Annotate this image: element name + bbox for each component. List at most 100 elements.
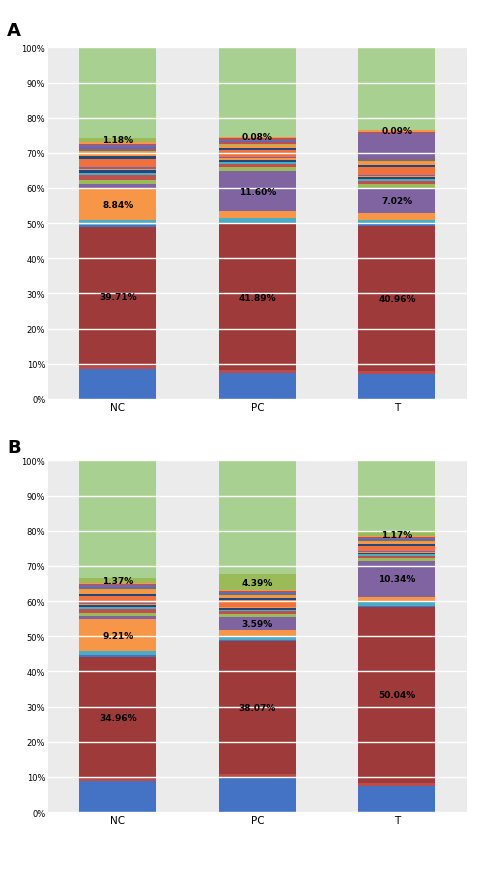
Bar [218, 142, 295, 143]
Bar [79, 620, 156, 651]
Bar [218, 777, 295, 812]
Bar [79, 221, 156, 227]
Bar [79, 185, 156, 190]
Bar [358, 532, 434, 536]
Bar [358, 537, 434, 539]
Text: 0.09%: 0.09% [381, 126, 411, 135]
Bar [218, 161, 295, 162]
Bar [358, 543, 434, 544]
Bar [218, 371, 295, 373]
Bar [79, 190, 156, 221]
Bar [358, 461, 434, 532]
Bar [218, 642, 295, 774]
Bar [358, 180, 434, 182]
Text: 11.60%: 11.60% [238, 188, 276, 197]
Bar [79, 370, 156, 399]
Bar [218, 615, 295, 616]
Text: 3.59%: 3.59% [241, 619, 272, 628]
Bar [79, 613, 156, 615]
Bar [358, 178, 434, 180]
Bar [358, 786, 434, 812]
Bar [358, 540, 434, 541]
Bar [218, 220, 295, 223]
Bar [79, 587, 156, 588]
Bar [358, 608, 434, 783]
Bar [79, 603, 156, 604]
Bar [79, 609, 156, 613]
Bar [218, 608, 295, 610]
Text: 10.34%: 10.34% [377, 575, 415, 584]
Bar [358, 560, 434, 561]
Bar [79, 584, 156, 586]
Bar [358, 555, 434, 556]
Bar [358, 544, 434, 546]
Text: 41.89%: 41.89% [238, 293, 276, 302]
Bar [218, 146, 295, 149]
Text: 40.96%: 40.96% [377, 294, 415, 304]
Bar [358, 169, 434, 176]
Bar [79, 366, 156, 370]
Bar [79, 142, 156, 144]
Bar [79, 176, 156, 180]
Bar [358, 176, 434, 178]
Bar [79, 139, 156, 142]
Bar [358, 134, 434, 159]
Bar [218, 594, 295, 595]
Bar [358, 160, 434, 162]
Bar [79, 594, 156, 596]
Bar [358, 187, 434, 189]
Bar [79, 48, 156, 139]
Bar [218, 170, 295, 172]
Bar [358, 375, 434, 399]
Bar [79, 616, 156, 620]
Bar [358, 597, 434, 602]
Bar [218, 575, 295, 590]
Bar [358, 221, 434, 225]
Bar [79, 146, 156, 148]
Bar [79, 606, 156, 608]
Bar [79, 173, 156, 176]
Bar [358, 185, 434, 187]
Bar [218, 373, 295, 399]
Text: 1.17%: 1.17% [381, 530, 411, 539]
Bar [358, 552, 434, 553]
Bar [358, 214, 434, 221]
Bar [79, 590, 156, 591]
Bar [358, 602, 434, 606]
Bar [79, 596, 156, 603]
Bar [218, 172, 295, 212]
Bar [79, 781, 156, 812]
Bar [79, 153, 156, 156]
Bar [79, 656, 156, 657]
Text: 50.04%: 50.04% [377, 691, 415, 700]
Bar [358, 606, 434, 608]
Text: 8.84%: 8.84% [102, 201, 133, 210]
Bar [79, 156, 156, 160]
Bar [358, 536, 434, 537]
Bar [79, 461, 156, 578]
Bar [79, 168, 156, 169]
Bar [79, 657, 156, 778]
Bar [218, 591, 295, 592]
Bar [79, 160, 156, 168]
Bar [218, 158, 295, 159]
Bar [79, 604, 156, 606]
Bar [79, 583, 156, 584]
Text: 7.02%: 7.02% [381, 197, 411, 206]
Bar [218, 151, 295, 158]
Bar [79, 169, 156, 171]
Bar [218, 592, 295, 594]
Text: A: A [7, 22, 21, 40]
Bar [218, 630, 295, 637]
Bar [358, 162, 434, 166]
Bar [79, 615, 156, 616]
Bar [358, 539, 434, 540]
Bar [79, 171, 156, 173]
Bar [218, 164, 295, 168]
Bar [358, 131, 434, 133]
Text: 38.07%: 38.07% [238, 703, 276, 712]
Bar [358, 541, 434, 542]
Bar [218, 162, 295, 164]
Bar [218, 140, 295, 142]
Text: 1.18%: 1.18% [102, 136, 133, 145]
